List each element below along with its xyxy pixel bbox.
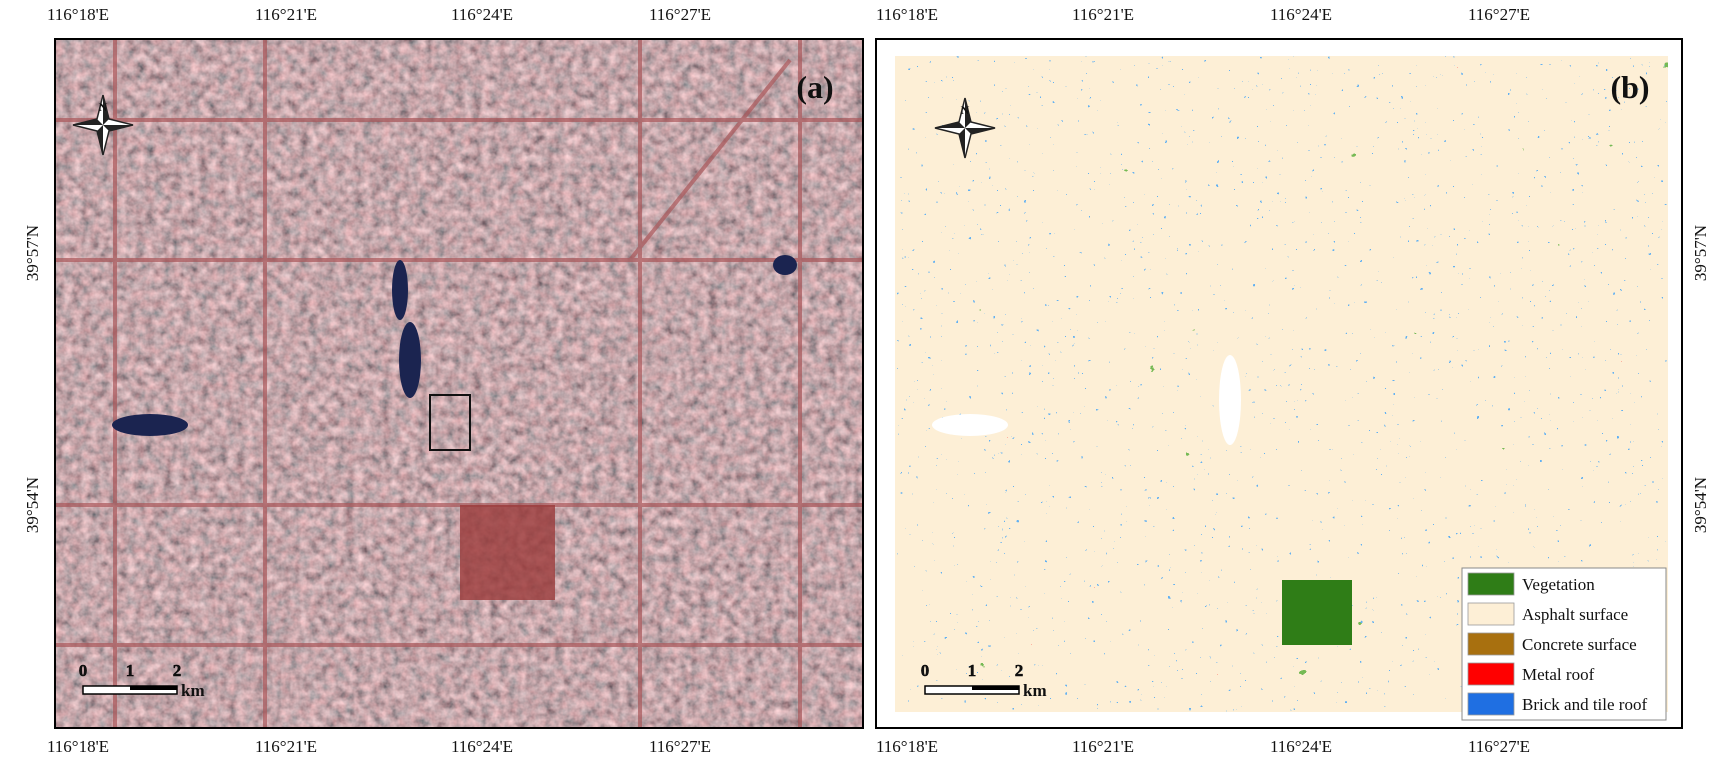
longitude-label: 116°27'E <box>1468 737 1530 756</box>
legend-label: Vegetation <box>1522 575 1595 594</box>
latitude-label: 39°57'N <box>1691 225 1710 281</box>
roads <box>55 39 863 728</box>
legend-label: Metal roof <box>1522 665 1595 684</box>
longitude-label: 116°24'E <box>1270 5 1332 24</box>
scale-tick-label: 2 <box>1015 661 1024 680</box>
compass-shade <box>73 95 133 155</box>
longitude-label: 116°18'E <box>47 737 109 756</box>
longitude-label: 116°18'E <box>876 737 938 756</box>
longitude-label: 116°21'E <box>1072 5 1134 24</box>
frame <box>54 38 864 729</box>
longitude-label: 116°24'E <box>1270 737 1332 756</box>
longitude-label: 116°18'E <box>876 5 938 24</box>
legend-label: Asphalt surface <box>1522 605 1628 624</box>
latitude-label: 39°54'N <box>23 477 42 533</box>
longitude-label: 116°24'E <box>451 5 513 24</box>
legend-swatch <box>1467 692 1515 716</box>
scale-unit: km <box>1023 681 1047 700</box>
panel-b <box>875 38 1683 729</box>
legend-label: Concrete surface <box>1522 635 1637 654</box>
longitude-label: 116°18'E <box>47 5 109 24</box>
longitude-label: 116°21'E <box>1072 737 1134 756</box>
scale-bar-segment <box>972 686 1019 690</box>
scale-tick-label: 0 <box>921 661 930 680</box>
water <box>1219 355 1241 445</box>
legend-swatch <box>1467 572 1515 596</box>
longitude-label: 116°24'E <box>451 737 513 756</box>
legend-swatch <box>1467 602 1515 626</box>
satellite-image <box>55 39 863 728</box>
legend: Vegetation Asphalt surface Concrete surfac… <box>1461 567 1667 721</box>
forbidden-city-box <box>429 394 471 451</box>
legend-swatch <box>1467 632 1515 656</box>
compass-shade <box>935 98 995 158</box>
scale-bar-segment <box>130 686 177 690</box>
legend-label: Brick and tile roof <box>1522 695 1647 714</box>
latitude-label: 39°57'N <box>23 225 42 281</box>
vegetation-patch <box>1282 580 1352 645</box>
compass-label: N <box>99 100 108 114</box>
panel-label: (b) <box>1610 69 1649 105</box>
water <box>932 414 1008 436</box>
legend-swatch <box>1467 662 1515 686</box>
panel-label: (a) <box>796 69 833 105</box>
panel-a <box>54 38 864 729</box>
scale-tick-label: 1 <box>126 661 135 680</box>
scale-tick-label: 2 <box>173 661 182 680</box>
scale-tick-label: 0 <box>79 661 88 680</box>
longitude-label: 116°27'E <box>1468 5 1530 24</box>
water <box>112 255 797 436</box>
longitude-label: 116°27'E <box>649 5 711 24</box>
longitude-label: 116°27'E <box>649 737 711 756</box>
temple-of-heaven <box>460 505 555 600</box>
longitude-label: 116°21'E <box>255 5 317 24</box>
latitude-label: 39°54'N <box>1691 477 1710 533</box>
scale-tick-label: 1 <box>968 661 977 680</box>
compass-label: N <box>961 103 970 117</box>
scale-unit: km <box>181 681 205 700</box>
longitude-label: 116°21'E <box>255 737 317 756</box>
